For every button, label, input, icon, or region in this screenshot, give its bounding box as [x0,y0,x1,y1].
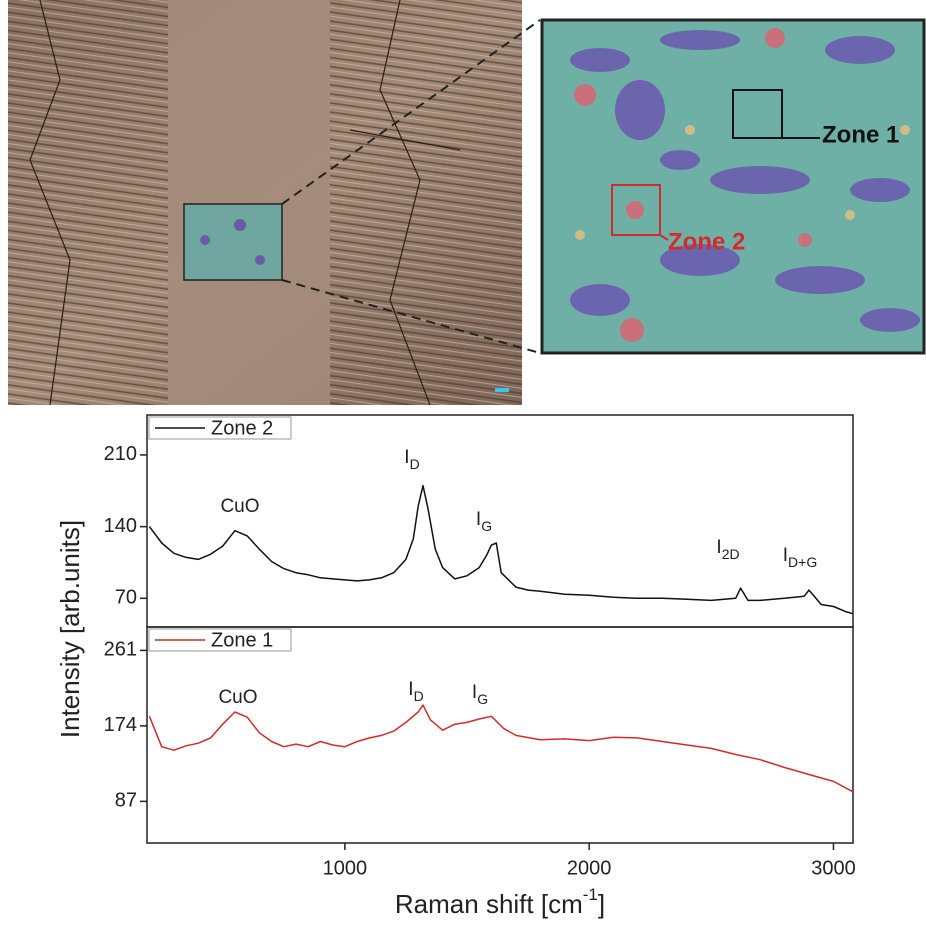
y-axis-title: Intensity [arb.units] [55,520,85,738]
peak-label: CuO [218,687,257,708]
peak-label: ID [408,679,423,704]
y-tick-label: 87 [115,790,137,812]
legend-label: Zone 2 [211,417,273,439]
zone-label: Zone 2 [668,228,745,255]
spectrum-line [148,704,854,793]
peak-label: IG [476,509,492,534]
plot-frame [146,626,854,844]
zone-label: Zone 1 [822,121,899,148]
y-tick-label: 70 [115,587,137,609]
x-axis-title: Raman shift [cm-1] [395,885,605,918]
peak-label: CuO [220,496,259,517]
y-tick-label: 210 [104,443,137,465]
peak-label-sub: G [481,518,492,534]
raman-map: Zone 1 Zone 2 [540,18,926,355]
peak-label: IG [472,682,488,707]
peak-label-sub: D [410,456,420,472]
x-axis-title-end: ] [598,889,605,919]
peak-label-main: I [783,545,788,566]
y-tick-label: 174 [104,714,137,736]
micrograph [8,0,522,406]
peak-label-main: CuO [220,496,259,517]
peak-label: I2D [716,537,739,562]
y-tick-label: 261 [104,639,137,661]
peak-label-main: I [476,509,481,530]
x-axis-title-sup: -1 [583,885,598,904]
spectrum-line [148,484,854,615]
connector [281,19,541,354]
y-tick-label: 140 [104,515,137,537]
peak-label-sub: 2D [722,546,740,562]
legend-box [148,416,292,440]
peak-label-sub: D [414,688,424,704]
legend-box [148,628,292,652]
peak-label-main: I [472,682,477,703]
x-axis-title-main: Raman shift [cm [395,889,583,919]
peak-label-main: I [404,447,409,468]
x-tick-label: 2000 [567,857,612,879]
peak-label-sub: G [477,691,488,707]
peak-label-main: CuO [218,687,257,708]
peak-label-sub: D+G [788,554,817,570]
x-tick-label: 3000 [811,857,856,879]
legend-label: Zone 1 [211,629,273,651]
peak-label: ID+G [783,545,817,570]
peak-label-main: I [716,537,721,558]
x-tick-label: 1000 [323,857,368,879]
peak-label: ID [404,447,419,472]
plot-frame [146,414,854,628]
peak-label-main: I [408,679,413,700]
